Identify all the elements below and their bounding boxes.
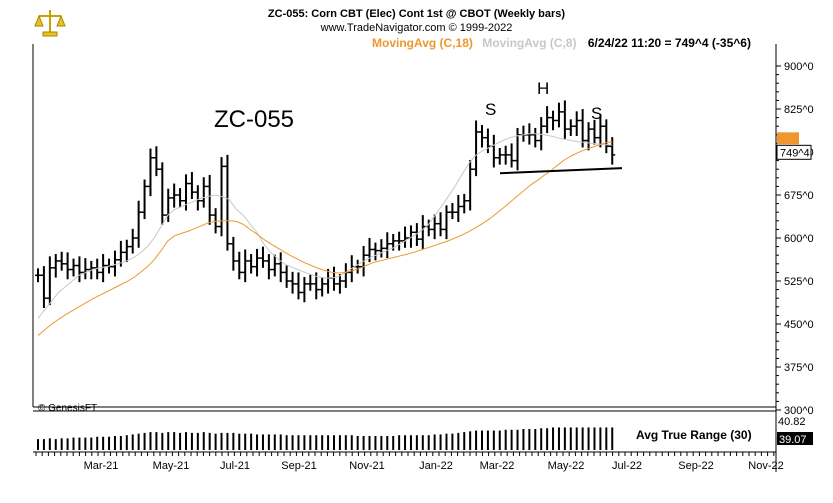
tradenavigator-logo [33, 8, 67, 43]
current-price-label: 749^4 [780, 147, 810, 159]
indicator-legend: MovingAvg (C,18) MovingAvg (C,8) 6/24/22… [372, 36, 751, 50]
x-tick-label: Jan-22 [419, 460, 453, 472]
atr-value-box [777, 432, 813, 445]
x-tick-label: Sep-22 [678, 460, 713, 472]
y-tick-label: 300^0 [784, 405, 814, 417]
ma18-line [37, 141, 613, 336]
ma8-line [37, 133, 613, 319]
x-tick-label: Nov-22 [748, 460, 783, 472]
symbol-annotation: ZC-055 [214, 106, 295, 133]
copyright-line: www.TradeNavigator.com © 1999-2022 [320, 22, 513, 34]
x-tick-label: Mar-21 [84, 460, 119, 472]
y-tick-label: 600^0 [784, 233, 814, 245]
ma-price-box [777, 132, 799, 145]
x-tick-label: May-21 [153, 460, 190, 472]
neckline [499, 167, 623, 175]
y-tick-label: 375^0 [784, 362, 814, 374]
head-label: H [537, 79, 550, 98]
y-tick-label: 825^0 [784, 104, 814, 116]
y-tick-label: 450^0 [784, 319, 814, 331]
x-tick-label: Jul-21 [220, 460, 250, 472]
y-tick-label: 900^0 [784, 61, 814, 73]
chart-title: ZC-055: Corn CBT (Elec) Cont 1st @ CBOT … [267, 8, 566, 20]
last-price-label: 6/24/22 11:20 = 749^4 (-35^6) [587, 36, 751, 50]
atr-value-label: 39.07 [779, 434, 807, 446]
ma18-label: MovingAvg (C,18) [372, 36, 473, 50]
y-tick-label: 525^0 [784, 276, 814, 288]
x-tick-label: Mar-22 [480, 460, 515, 472]
x-tick-label: Nov-21 [349, 460, 384, 472]
right-shoulder-label: S [591, 104, 603, 123]
y-tick-label: 675^0 [784, 190, 814, 202]
x-tick-label: Jul-22 [612, 460, 642, 472]
data-source-label: © GenesisFT [38, 403, 98, 414]
x-tick-label: May-22 [548, 460, 585, 472]
ma8-label: MovingAvg (C,8) [482, 36, 577, 50]
x-tick-label: Sep-21 [281, 460, 316, 472]
atr-title: Avg True Range (30) [636, 428, 752, 442]
atr-tick-label: 40.82 [778, 416, 806, 428]
current-price-box [776, 144, 812, 160]
left-shoulder-label: S [485, 100, 497, 119]
